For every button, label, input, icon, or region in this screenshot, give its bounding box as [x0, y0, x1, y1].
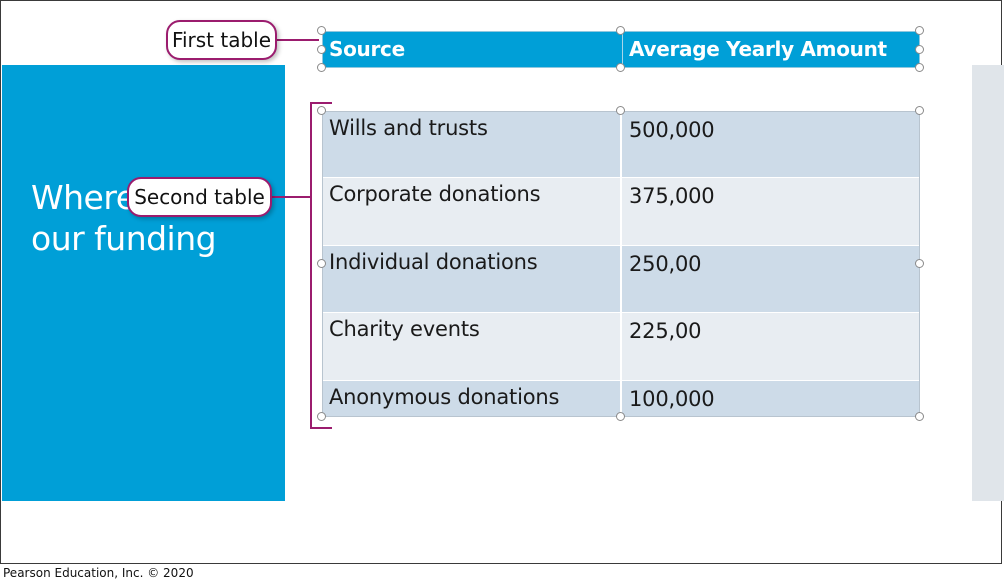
bracket-line — [310, 102, 312, 429]
resize-handle-icon[interactable] — [915, 412, 924, 421]
resize-handle-icon[interactable] — [915, 26, 924, 35]
title-panel — [2, 65, 285, 501]
next-slide-strip — [972, 65, 1004, 501]
cell-source[interactable]: Individual donations — [329, 250, 538, 274]
resize-handle-icon[interactable] — [616, 63, 625, 72]
cell-amount[interactable]: 500,000 — [629, 118, 715, 142]
cell-source[interactable]: Corporate donations — [329, 182, 541, 206]
cell-amount[interactable]: 100,000 — [629, 387, 715, 411]
bracket-bottom — [310, 427, 332, 429]
cell-source[interactable]: Anonymous donations — [329, 385, 560, 409]
resize-handle-icon[interactable] — [317, 412, 326, 421]
cell-source[interactable]: Wills and trusts — [329, 116, 488, 140]
resize-handle-icon[interactable] — [915, 259, 924, 268]
footer-copyright: Pearson Education, Inc. © 2020 — [3, 566, 194, 580]
cell-amount[interactable]: 250,00 — [629, 252, 702, 276]
callout-connector — [272, 196, 310, 198]
resize-handle-icon[interactable] — [317, 106, 326, 115]
header-average-yearly-amount[interactable]: Average Yearly Amount — [622, 32, 919, 67]
resize-handle-icon[interactable] — [915, 45, 924, 54]
callout-connector — [277, 39, 319, 41]
cell-amount[interactable]: 225,00 — [629, 319, 702, 343]
resize-handle-icon[interactable] — [915, 63, 924, 72]
slide-frame: Where we get our funding Source Average … — [0, 0, 1004, 564]
first-table[interactable]: Source Average Yearly Amount — [322, 31, 920, 68]
callout-second-table: Second table — [127, 177, 272, 217]
second-table[interactable]: Wills and trusts 500,000 Corporate donat… — [322, 111, 920, 417]
callout-first-table: First table — [166, 20, 277, 60]
resize-handle-icon[interactable] — [317, 45, 326, 54]
resize-handle-icon[interactable] — [616, 26, 625, 35]
resize-handle-icon[interactable] — [317, 26, 326, 35]
column-divider — [620, 112, 622, 416]
cell-source[interactable]: Charity events — [329, 317, 480, 341]
resize-handle-icon[interactable] — [317, 63, 326, 72]
bracket-top — [310, 102, 332, 104]
resize-handle-icon[interactable] — [317, 259, 326, 268]
resize-handle-icon[interactable] — [616, 106, 625, 115]
header-source[interactable]: Source — [329, 37, 405, 61]
cell-amount[interactable]: 375,000 — [629, 184, 715, 208]
resize-handle-icon[interactable] — [915, 106, 924, 115]
resize-handle-icon[interactable] — [616, 412, 625, 421]
